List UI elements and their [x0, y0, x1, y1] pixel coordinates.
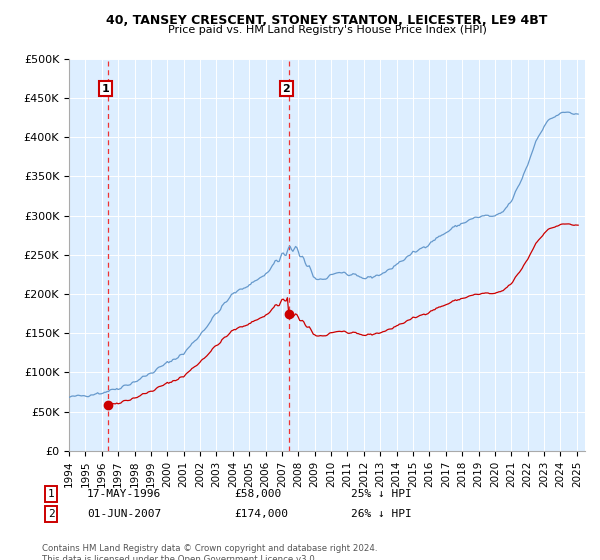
Text: 1: 1 [101, 83, 109, 94]
Text: Price paid vs. HM Land Registry's House Price Index (HPI): Price paid vs. HM Land Registry's House … [167, 25, 487, 35]
Text: 2: 2 [47, 509, 55, 519]
Text: 1: 1 [47, 489, 55, 499]
Text: 01-JUN-2007: 01-JUN-2007 [87, 509, 161, 519]
Text: Contains HM Land Registry data © Crown copyright and database right 2024.
This d: Contains HM Land Registry data © Crown c… [42, 544, 377, 560]
Text: 40, TANSEY CRESCENT, STONEY STANTON, LEICESTER, LE9 4BT: 40, TANSEY CRESCENT, STONEY STANTON, LEI… [106, 14, 548, 27]
Text: 25% ↓ HPI: 25% ↓ HPI [351, 489, 412, 499]
Text: 26% ↓ HPI: 26% ↓ HPI [351, 509, 412, 519]
Text: £58,000: £58,000 [234, 489, 281, 499]
Text: 17-MAY-1996: 17-MAY-1996 [87, 489, 161, 499]
Text: 2: 2 [283, 83, 290, 94]
Text: £174,000: £174,000 [234, 509, 288, 519]
